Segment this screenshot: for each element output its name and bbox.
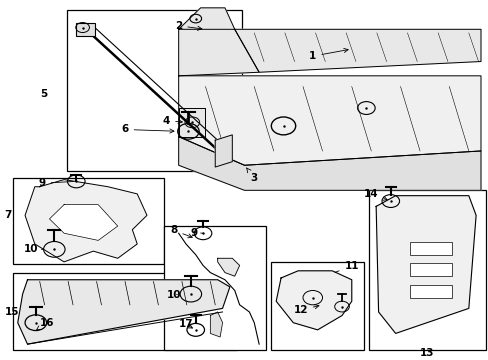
- Text: 9: 9: [190, 228, 203, 238]
- Bar: [409, 263, 451, 276]
- Text: 5: 5: [40, 89, 47, 99]
- Bar: [13, 273, 237, 350]
- Bar: [163, 226, 266, 350]
- Polygon shape: [215, 135, 232, 167]
- Text: 15: 15: [4, 307, 19, 317]
- Polygon shape: [25, 180, 147, 262]
- Polygon shape: [178, 137, 480, 190]
- Bar: [66, 10, 242, 171]
- Bar: [368, 190, 485, 350]
- Text: 9: 9: [39, 178, 73, 188]
- Bar: [76, 23, 95, 36]
- Bar: [409, 285, 451, 298]
- Polygon shape: [234, 29, 480, 72]
- Bar: [409, 242, 451, 255]
- Polygon shape: [178, 8, 234, 29]
- Text: 10: 10: [24, 244, 43, 255]
- Text: 7: 7: [4, 210, 12, 220]
- Text: 16: 16: [37, 318, 54, 330]
- Text: 13: 13: [419, 348, 434, 358]
- Text: 1: 1: [308, 48, 347, 61]
- Text: 3: 3: [246, 168, 257, 183]
- Polygon shape: [210, 312, 222, 337]
- Text: 4: 4: [163, 116, 182, 126]
- Bar: [271, 262, 363, 350]
- Polygon shape: [49, 204, 118, 240]
- Text: 17: 17: [178, 319, 193, 329]
- Polygon shape: [217, 258, 239, 276]
- Polygon shape: [18, 280, 229, 344]
- Text: 8: 8: [170, 225, 192, 238]
- Polygon shape: [178, 29, 259, 76]
- Text: 14: 14: [363, 189, 386, 200]
- Polygon shape: [178, 76, 480, 165]
- Text: 12: 12: [293, 305, 318, 315]
- Text: 11: 11: [334, 261, 358, 273]
- Text: 2: 2: [175, 21, 202, 31]
- Polygon shape: [178, 108, 205, 137]
- Text: 6: 6: [121, 125, 174, 135]
- Bar: [13, 178, 163, 264]
- Polygon shape: [375, 196, 475, 333]
- Polygon shape: [276, 271, 351, 330]
- Text: 10: 10: [166, 290, 181, 300]
